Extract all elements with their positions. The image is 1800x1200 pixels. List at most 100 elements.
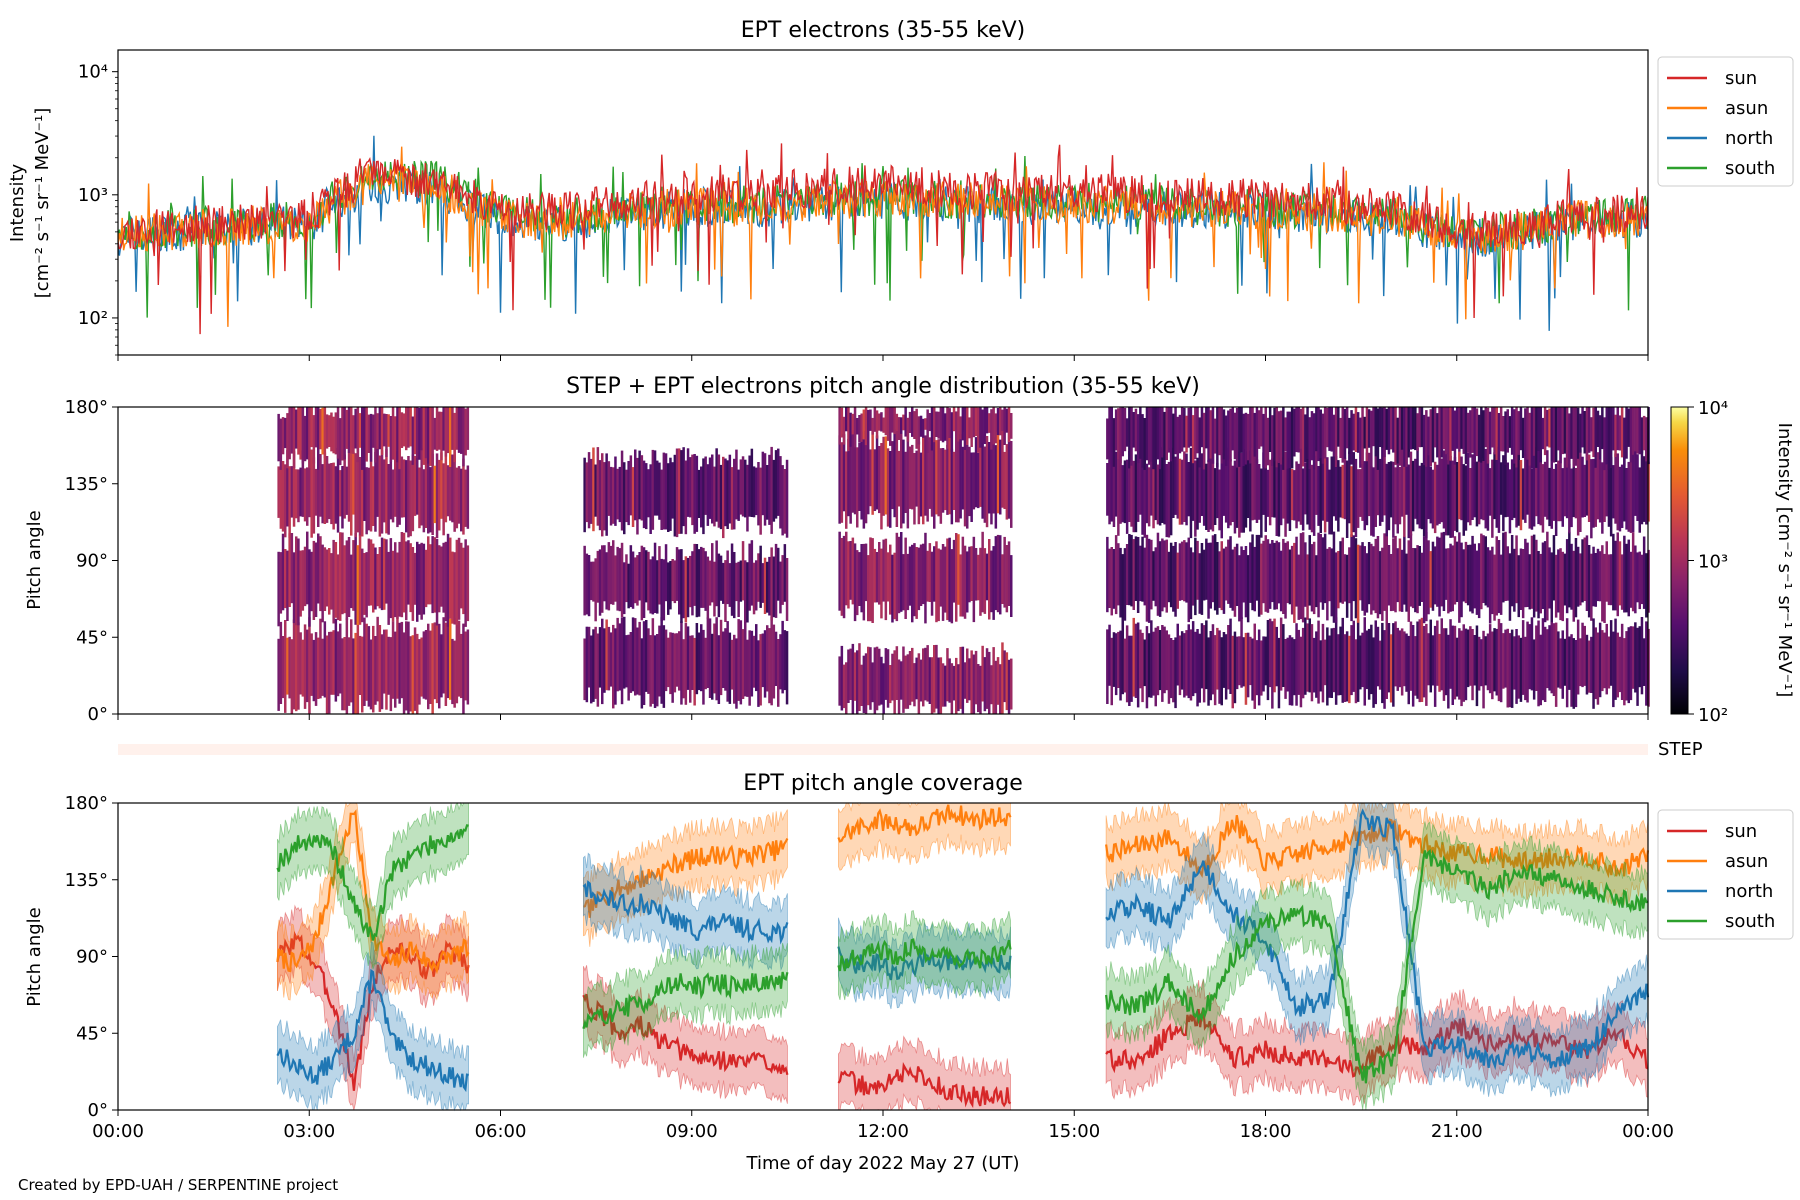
pad-cell bbox=[1136, 537, 1140, 613]
pad-cell bbox=[1211, 624, 1215, 695]
pad-cell bbox=[700, 624, 703, 692]
pad-cell bbox=[416, 446, 419, 515]
pad-cell bbox=[1205, 463, 1208, 530]
pad-cell bbox=[636, 457, 639, 535]
pad-cell bbox=[1629, 461, 1633, 533]
pad-cell bbox=[1631, 452, 1635, 533]
pad-cell bbox=[908, 411, 912, 433]
pad-cell bbox=[411, 547, 415, 621]
pad-cell bbox=[845, 451, 848, 529]
pad-cell bbox=[336, 631, 340, 697]
pad-cell bbox=[1414, 548, 1417, 613]
pad-cell bbox=[656, 560, 659, 614]
pad-cell bbox=[308, 407, 311, 469]
pad-cell bbox=[1431, 541, 1435, 611]
pad-cell bbox=[279, 467, 283, 529]
pad-cell bbox=[427, 457, 430, 534]
pad-cell bbox=[1447, 548, 1450, 614]
pad-heatmap-cells bbox=[277, 407, 1650, 714]
pad-cell bbox=[1400, 628, 1404, 696]
pad-cell bbox=[996, 534, 1000, 613]
pad-cell bbox=[1416, 448, 1419, 525]
pad-cell bbox=[1535, 455, 1538, 517]
pad-cell bbox=[1112, 418, 1116, 467]
pad-cell bbox=[356, 545, 360, 625]
pad-cell bbox=[319, 454, 322, 517]
pad-cell bbox=[1552, 468, 1556, 521]
pad-cell bbox=[862, 439, 866, 529]
coverage-ylabel: Pitch angle bbox=[24, 907, 45, 1006]
pad-cell bbox=[1609, 407, 1613, 468]
pad-cell bbox=[345, 540, 349, 620]
pad-cell bbox=[297, 469, 300, 523]
pad-cell bbox=[1552, 535, 1556, 601]
pad-cell bbox=[444, 622, 448, 706]
pad-cell bbox=[312, 540, 316, 620]
pad-cell bbox=[889, 407, 892, 446]
pad-cell bbox=[460, 542, 463, 609]
pad-cell bbox=[1506, 628, 1509, 708]
pad-cell bbox=[952, 539, 956, 603]
pad-cell bbox=[1378, 640, 1382, 690]
pad-cell bbox=[400, 456, 404, 518]
pad-cell bbox=[1444, 548, 1448, 600]
pad-cell bbox=[840, 538, 844, 616]
pad-cell bbox=[1117, 408, 1120, 460]
pad-cell bbox=[1010, 555, 1013, 617]
pad-cell bbox=[1282, 407, 1285, 470]
pad-cell bbox=[422, 543, 426, 615]
pad-cell bbox=[1328, 407, 1331, 451]
pad-cell bbox=[1244, 412, 1248, 465]
pad-cell bbox=[895, 646, 899, 700]
pad-cell bbox=[1458, 407, 1461, 452]
pad-cell bbox=[418, 639, 421, 705]
pad-ytick-label: 135° bbox=[65, 474, 108, 495]
pad-cell bbox=[1631, 407, 1635, 455]
pad-cell bbox=[838, 407, 841, 445]
pad-cell bbox=[647, 551, 650, 611]
pad-cell bbox=[1222, 409, 1226, 460]
pad-cell bbox=[1475, 408, 1479, 457]
pad-cell bbox=[869, 537, 872, 622]
pad-cell bbox=[1495, 446, 1498, 528]
pad-cell bbox=[1581, 407, 1584, 448]
pad-cell bbox=[1233, 460, 1237, 534]
pad-cell bbox=[321, 638, 324, 696]
pad-cell bbox=[970, 650, 973, 714]
pad-cell bbox=[1251, 534, 1254, 611]
pad-cell bbox=[862, 409, 866, 440]
pad-cell bbox=[1147, 467, 1151, 527]
pad-cell bbox=[1194, 631, 1197, 694]
pad-cell bbox=[1464, 628, 1468, 701]
pad-cell bbox=[1211, 407, 1215, 464]
pad-cell bbox=[1414, 407, 1417, 451]
pad-cell bbox=[889, 665, 892, 704]
pad-cell bbox=[675, 633, 679, 687]
pad-cell bbox=[301, 550, 305, 611]
pad-cell bbox=[950, 448, 954, 525]
pad-cell bbox=[1106, 629, 1109, 704]
pad-cell bbox=[1337, 634, 1340, 696]
pad-cell bbox=[394, 542, 397, 618]
pad-cell bbox=[1554, 622, 1558, 707]
pad-cell bbox=[286, 450, 289, 527]
pad-cell bbox=[288, 466, 291, 538]
pad-cell bbox=[1139, 407, 1142, 459]
pad-cell bbox=[1264, 636, 1267, 686]
pad-cell bbox=[1152, 631, 1155, 696]
pad-cell bbox=[977, 664, 980, 713]
pad-cell bbox=[1240, 546, 1243, 619]
pad-cell bbox=[1594, 407, 1597, 468]
pad-cell bbox=[1207, 637, 1210, 706]
pad-cell bbox=[722, 456, 725, 539]
coverage-ytick-label: 180° bbox=[65, 793, 108, 814]
pad-cell bbox=[1216, 627, 1219, 690]
pad-cell bbox=[642, 621, 646, 705]
pad-cell bbox=[1574, 538, 1578, 618]
pad-cell bbox=[1506, 462, 1509, 517]
pad-cell bbox=[1464, 465, 1468, 531]
pad-cell bbox=[895, 429, 899, 527]
pad-cell bbox=[838, 435, 841, 524]
pad-cell bbox=[1356, 412, 1360, 453]
pad-cell bbox=[1132, 460, 1135, 533]
